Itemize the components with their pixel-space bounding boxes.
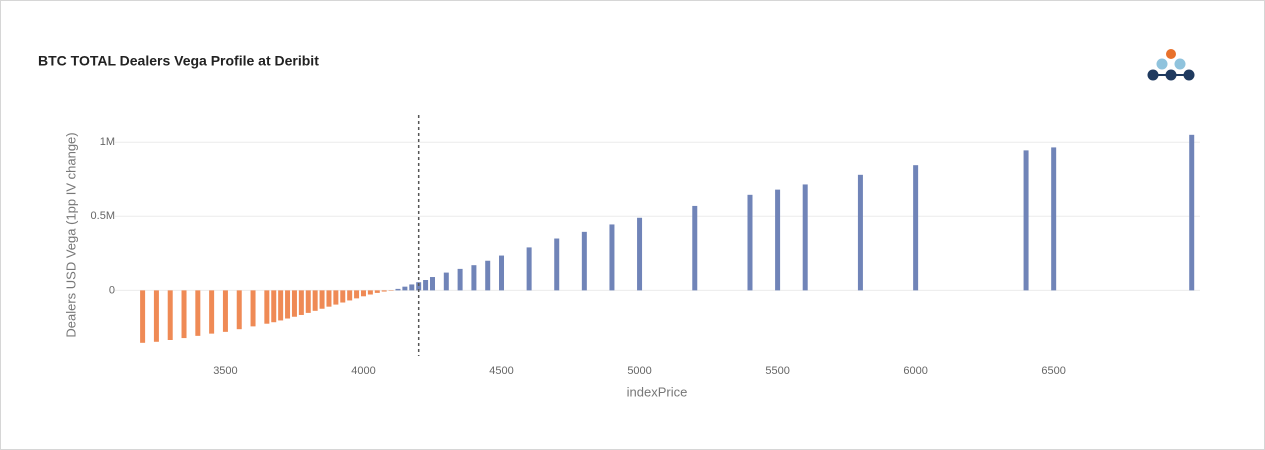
x-tick-label: 5500	[765, 365, 789, 377]
bar	[209, 290, 215, 334]
bar	[333, 290, 339, 305]
bar	[609, 224, 615, 291]
logo	[1147, 49, 1195, 81]
x-tick-label: 3500	[213, 365, 237, 377]
bar	[167, 290, 173, 340]
x-tick-label: 6500	[1041, 365, 1065, 377]
x-tick-label: 4000	[351, 365, 375, 377]
bar	[1051, 147, 1057, 291]
bar	[236, 290, 242, 330]
bar	[637, 217, 643, 291]
bar	[913, 165, 919, 291]
bar	[195, 290, 201, 336]
bar	[153, 290, 159, 342]
bar	[264, 290, 270, 324]
bar	[499, 255, 505, 291]
bar	[457, 268, 463, 291]
bar	[747, 194, 753, 291]
x-tick-label: 5000	[627, 365, 651, 377]
chart-title: BTC TOTAL Dealers Vega Profile at Deribi…	[38, 53, 319, 69]
bar	[402, 286, 408, 291]
bar	[354, 290, 360, 299]
bar	[554, 238, 560, 291]
bar	[278, 290, 284, 321]
bar	[395, 288, 401, 291]
y-tick-label: 0.5M	[91, 210, 115, 222]
bar	[347, 290, 353, 301]
bar	[429, 277, 435, 291]
bar	[271, 290, 277, 323]
bar	[250, 290, 256, 327]
bar	[340, 290, 346, 303]
x-tick-label: 4500	[489, 365, 513, 377]
bar	[857, 174, 863, 291]
bar	[1189, 134, 1195, 291]
bar	[285, 290, 291, 319]
y-axis-label: Dealers USD Vega (1pp IV change)	[63, 132, 78, 337]
bar	[381, 290, 387, 292]
bar	[326, 290, 332, 307]
bar	[581, 231, 587, 291]
bar	[305, 290, 311, 313]
bar	[692, 205, 698, 291]
bar	[360, 290, 366, 297]
bar	[312, 290, 318, 311]
bar	[222, 290, 228, 332]
bar	[409, 284, 415, 291]
y-tick-label: 0	[109, 284, 115, 296]
bar	[775, 189, 781, 291]
x-tick-label: 6000	[903, 365, 927, 377]
x-axis-label: indexPrice	[627, 384, 688, 399]
bar	[443, 272, 449, 291]
bar	[291, 290, 297, 317]
bar	[367, 290, 373, 295]
bar	[298, 290, 304, 315]
bar	[374, 290, 380, 293]
bar	[319, 290, 325, 309]
bar	[423, 280, 429, 291]
y-tick-label: 1M	[100, 136, 115, 148]
bar	[140, 290, 146, 343]
bar	[416, 282, 422, 291]
bar	[802, 184, 808, 291]
bar	[1023, 150, 1029, 291]
bar	[485, 260, 491, 291]
bar	[181, 290, 187, 339]
bar	[526, 247, 532, 291]
bar	[471, 265, 477, 291]
